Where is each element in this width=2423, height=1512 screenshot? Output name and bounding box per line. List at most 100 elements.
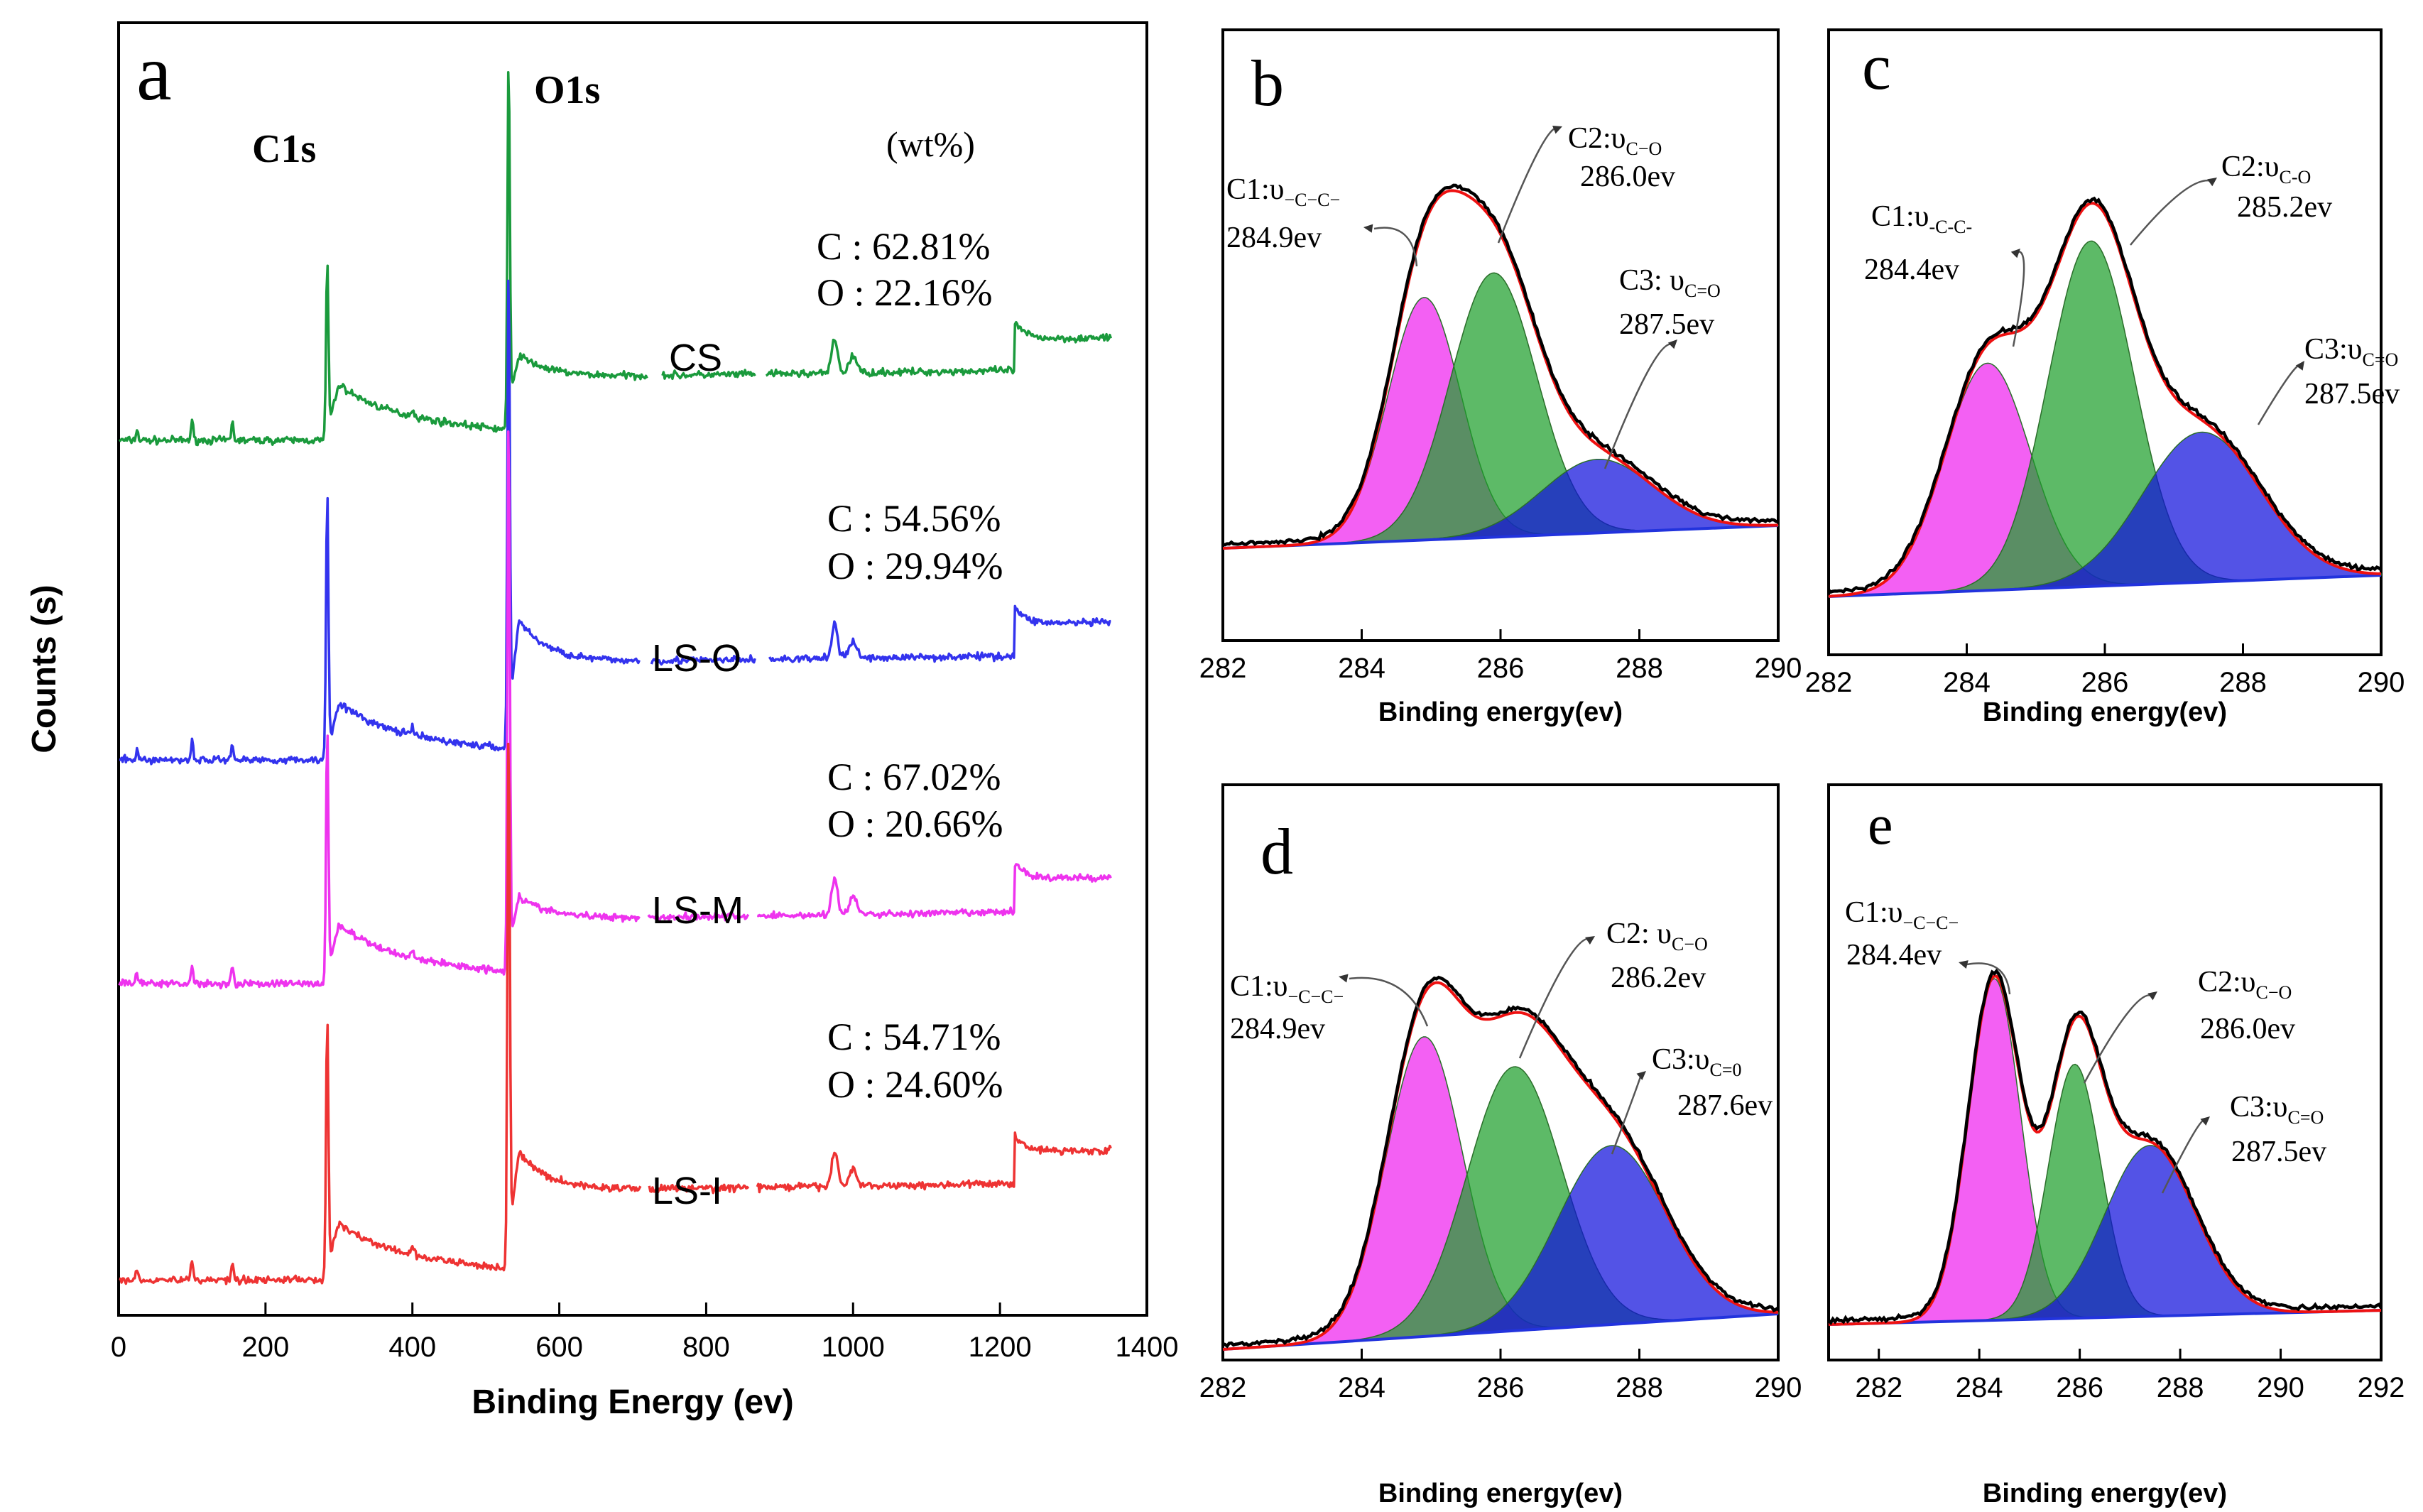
panel-e-letter: e	[1868, 794, 1893, 856]
panel-a-x-tick-label: 200	[241, 1332, 289, 1363]
measured-spectrum-line	[1827, 968, 2383, 1326]
annotation-arrow-head	[2200, 1116, 2210, 1126]
annotation-arrow-line	[2257, 364, 2302, 425]
c1s-fit-panel-b: 282 284 286 288 290C1:υ−C−C−284.9evC2:υC−O28…	[1199, 28, 1802, 727]
annotation-arrow-head	[1585, 936, 1595, 945]
survey-spectrum-panel: 0 200 400 600 800 1000 1200 1400 a C1s O1s (wt%…	[26, 21, 1178, 1421]
panel-a-letter: a	[136, 29, 172, 117]
peak-c2-label: C2:υC−O	[1568, 122, 1662, 159]
peak-c2-energy: 286.0ev	[1580, 161, 1675, 193]
peak-c3-label: C3:υC=O	[2230, 1091, 2324, 1128]
peak-c3-energy: 287.5ev	[1619, 308, 1714, 341]
peak-c1-bond-sub: -C-C-	[1929, 217, 1972, 237]
x-tick-label: 288	[2157, 1372, 2204, 1403]
lso-carbon-text: C : 54.56%	[827, 497, 1001, 540]
peak-c3-bond-sub: C=0	[1709, 1060, 1741, 1080]
x-tick-label: 284	[1943, 667, 1991, 698]
peak-c1-energy: 284.4ev	[1846, 939, 1942, 972]
background-baseline	[1222, 524, 1779, 550]
measured-spectrum-line	[1827, 196, 2383, 594]
panel-b-letter: b	[1251, 47, 1284, 119]
lsi-composition: C : 54.71% O : 24.60%	[827, 1016, 1003, 1106]
c1s-fit-panel-c: 282 284 286 288 290 C1:υ-C-C- 284.4ev C2:υC-O 28…	[1805, 28, 2405, 727]
peak-c2-energy: 285.2ev	[2237, 191, 2332, 224]
lsi-oxygen-text: O : 24.60%	[827, 1063, 1003, 1106]
peak-c3-bond-sub: C=O	[2287, 1107, 2324, 1128]
peak-c3-area	[1828, 1145, 2382, 1325]
panel-a-x-tick-label: 400	[388, 1332, 436, 1363]
x-tick-label: 286	[2056, 1372, 2103, 1403]
annotation-arrow-line	[1349, 977, 1429, 1027]
peak-c2-bond-sub: C−O	[1672, 934, 1708, 954]
x-tick-label: 282	[1199, 653, 1247, 684]
spectrum-line-cs	[118, 70, 1112, 447]
panel-b-x-axis-label: Binding energy(ev)	[1378, 697, 1623, 727]
background-baseline	[1222, 1312, 1779, 1351]
x-tick-label: 288	[1616, 1372, 1663, 1403]
annotation-arrow-head	[2295, 361, 2304, 371]
x-tick-label: 290	[2358, 667, 2405, 698]
c1s-peak-label: C1s	[252, 127, 316, 171]
annotation-arrow-line	[1373, 227, 1418, 267]
peak-c2-label: C2:υC-O	[2221, 151, 2311, 187]
x-tick-label: 290	[1755, 1372, 1802, 1403]
peak-c3-bond-sub: C=O	[1684, 281, 1721, 301]
peak-c3-energy: 287.5ev	[2304, 378, 2400, 410]
annotation-arrow-head	[2010, 249, 2020, 259]
peak-c3-label: C3:υC=0	[1652, 1043, 1742, 1080]
cs-composition: C : 62.81% O : 22.16%	[817, 225, 992, 314]
cs-oxygen-text: O : 22.16%	[817, 271, 992, 314]
lsm-carbon-text: C : 67.02%	[827, 756, 1001, 798]
peak-c1-energy: 284.4ev	[1864, 254, 1959, 286]
fit-envelope-line	[1222, 981, 1779, 1351]
peak-c1-energy: 284.9ev	[1230, 1013, 1325, 1045]
peak-c2-energy: 286.2ev	[1611, 962, 1706, 994]
annotation-arrow-line	[2083, 994, 2152, 1084]
background-baseline	[1828, 574, 2382, 598]
x-tick-label: 290	[1755, 653, 1802, 684]
x-tick-label: 286	[1477, 653, 1525, 684]
panel-a-frame	[117, 21, 1148, 1317]
spectrum-line-ls-m	[118, 430, 1112, 990]
cs-carbon-text: C : 62.81%	[817, 225, 991, 268]
o1s-peak-label: O1s	[534, 68, 600, 112]
peak-c1-label: C1:υ−C−C−	[1230, 970, 1344, 1007]
annotation-arrow-head	[1667, 339, 1677, 349]
peak-c3-energy: 287.5ev	[2231, 1136, 2326, 1168]
panel-c-letter: c	[1862, 31, 1891, 103]
panel-d-letter: d	[1260, 815, 1293, 888]
fit-envelope-line	[1222, 189, 1778, 550]
peak-c1-bond-sub: −C−C−	[1902, 913, 1959, 933]
panel-c-x-axis-label: Binding energy(ev)	[1983, 697, 2227, 727]
panel-a-x-tick-label: 600	[535, 1332, 583, 1363]
peak-c1-bond-sub: −C−C−	[1284, 190, 1340, 210]
annotation-arrow-head	[2207, 178, 2217, 187]
x-tick-label: 286	[2081, 667, 2129, 698]
x-tick-label: 292	[2358, 1372, 2405, 1403]
lsm-series-label: LS-M	[652, 889, 744, 932]
lso-composition: C : 54.56% O : 29.94%	[827, 497, 1003, 587]
x-tick-label: 284	[1956, 1372, 2003, 1403]
annotation-arrow-head	[1339, 974, 1349, 983]
panel-d-x-axis-label: Binding energy(ev)	[1378, 1479, 1623, 1508]
peak-c3-label: C3:υC=O	[2304, 333, 2398, 370]
annotation-arrow-line	[1518, 937, 1591, 1059]
panel-e-x-axis-label: Binding energy(ev)	[1983, 1479, 2227, 1508]
x-tick-label: 284	[1338, 653, 1385, 684]
peak-c1-label: C1:υ-C-C-	[1871, 200, 1972, 237]
c1s-fit-panel-e: 282 284 286 288 290 292 C1:υ−C−C− 284.4ev C2:υC−…	[1827, 783, 2405, 1508]
peak-c1-energy: 284.9ev	[1226, 222, 1322, 254]
annotation-arrow-head	[1959, 960, 1969, 969]
peak-c1-label: C1:υ−C−C−	[1226, 173, 1340, 210]
x-tick-label: 288	[2219, 667, 2267, 698]
x-tick-label: 290	[2257, 1372, 2304, 1403]
x-tick-label: 288	[1616, 653, 1663, 684]
measured-spectrum-line	[1222, 975, 1780, 1349]
peak-c3-label: C3: υC=O	[1619, 264, 1721, 301]
lsm-oxygen-text: O : 20.66%	[827, 803, 1003, 845]
spectrum-line-ls-i	[119, 742, 1112, 1286]
annotation-arrow-head	[1552, 126, 1562, 134]
panel-e-frame	[1827, 783, 2383, 1361]
panel-a-x-tick-label: 0	[111, 1332, 126, 1363]
